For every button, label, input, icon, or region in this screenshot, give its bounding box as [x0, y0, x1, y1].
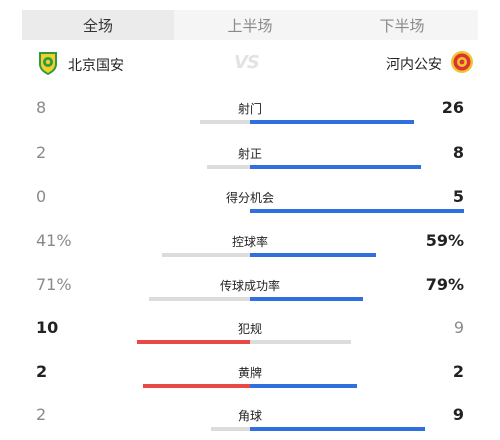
home-value: 2	[36, 362, 48, 381]
home-bar	[211, 427, 250, 431]
home-value: 41%	[36, 231, 72, 250]
away-bar	[250, 165, 421, 169]
tab-first-half[interactable]: 上半场	[227, 16, 273, 35]
home-bar	[200, 120, 250, 124]
home-value: 10	[36, 318, 59, 337]
away-value: 5	[452, 187, 464, 206]
stat-row: 10 犯规 9	[0, 318, 500, 364]
home-value: 71%	[36, 275, 72, 294]
stat-label: 黄牌	[237, 366, 262, 380]
stat-row: 71% 传球成功率 79%	[0, 275, 500, 321]
home-bar	[149, 297, 250, 301]
stat-row: 2 黄牌 2	[0, 362, 500, 408]
stat-row: 2 射正 8	[0, 143, 500, 189]
stat-label: 射正	[237, 147, 262, 161]
home-value: 2	[36, 143, 47, 162]
stat-label: 传球成功率	[219, 279, 280, 293]
stat-label: 得分机会	[225, 191, 274, 205]
away-bar	[250, 340, 351, 344]
stat-label: 角球	[237, 409, 262, 423]
away-value: 26	[441, 98, 464, 117]
stat-row: 41% 控球率 59%	[0, 231, 500, 277]
tab-second-half[interactable]: 下半场	[379, 16, 425, 35]
home-value: 0	[36, 187, 47, 206]
away-value: 59%	[425, 231, 464, 250]
teams-header: 北京国安 VS 河内公安	[0, 44, 500, 80]
home-bar	[137, 340, 250, 344]
away-value: 9	[452, 405, 464, 424]
hanoi-police-logo-icon	[450, 50, 474, 78]
away-team-name: 河内公安	[386, 57, 442, 73]
away-bar	[250, 427, 425, 431]
stat-label: 射门	[237, 102, 262, 116]
beijing-guoan-logo-icon	[36, 50, 60, 80]
away-bar	[250, 209, 464, 213]
period-tabs: 全场 上半场 下半场	[22, 10, 478, 40]
away-bar	[250, 297, 363, 301]
away-bar	[250, 120, 414, 124]
tab-full-match[interactable]: 全场	[22, 10, 174, 40]
away-value: 9	[453, 318, 464, 337]
home-bar	[162, 253, 250, 257]
stat-row: 0 得分机会 5	[0, 187, 500, 233]
away-value: 8	[452, 143, 464, 162]
stat-label: 犯规	[237, 322, 262, 336]
home-bar	[207, 165, 250, 169]
stat-row: 2 角球 9	[0, 405, 500, 440]
away-value: 2	[452, 362, 464, 381]
away-team: 河内公安	[386, 50, 474, 78]
away-bar	[250, 253, 376, 257]
away-bar	[250, 384, 357, 388]
home-team: 北京国安	[36, 50, 124, 80]
home-value: 8	[36, 98, 47, 117]
home-value: 2	[36, 405, 47, 424]
stat-label: 控球率	[231, 235, 268, 249]
stat-row: 8 射门 26	[0, 98, 500, 144]
away-value: 79%	[425, 275, 464, 294]
home-team-name: 北京国安	[68, 58, 124, 74]
vs-mark: VS	[234, 52, 260, 73]
home-bar	[143, 384, 250, 388]
